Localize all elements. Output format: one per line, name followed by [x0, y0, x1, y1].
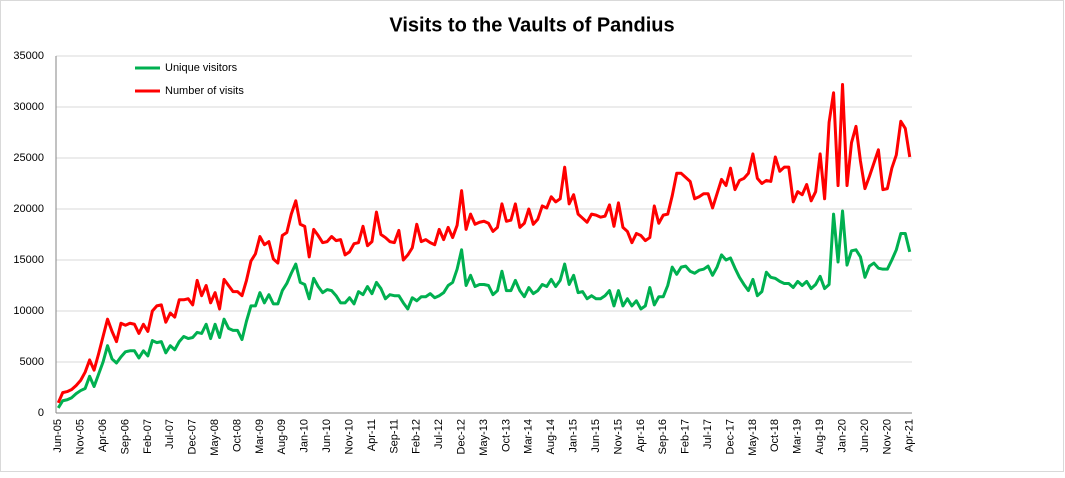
- legend-label: Number of visits: [165, 85, 244, 97]
- x-tick-label: Jun-05: [52, 419, 64, 453]
- y-tick-label: 25000: [13, 152, 44, 164]
- x-tick-label: Jun-20: [859, 419, 871, 453]
- x-tick-label: Aug-14: [545, 419, 557, 454]
- x-tick-label: Dec-12: [455, 419, 467, 454]
- x-tick-label: Apr-11: [366, 419, 378, 451]
- x-tick-label: Nov-10: [343, 419, 355, 454]
- x-tick-label: Jan-10: [299, 419, 311, 453]
- x-tick-label: Apr-06: [97, 419, 109, 452]
- x-tick-label: Jun-15: [590, 419, 602, 453]
- x-tick-label: Sep-11: [388, 419, 400, 454]
- x-tick-label: Jul-17: [702, 419, 714, 449]
- x-tick-label: Jun-10: [321, 419, 333, 453]
- x-tick-label: Feb-07: [142, 419, 154, 454]
- y-tick-label: 10000: [13, 305, 44, 317]
- x-tick-label: Nov-05: [75, 419, 87, 454]
- x-tick-label: Mar-14: [523, 419, 535, 454]
- y-tick-label: 15000: [13, 254, 44, 266]
- x-tick-label: May-08: [209, 419, 221, 456]
- x-tick-label: Sep-16: [657, 419, 669, 454]
- x-tick-label: Aug-09: [276, 419, 288, 454]
- x-tick-label: Feb-12: [411, 419, 423, 454]
- x-tick-label: Feb-17: [680, 419, 692, 454]
- x-tick-label: Aug-19: [814, 419, 826, 454]
- x-tick-label: Oct-08: [231, 419, 243, 452]
- series-line: [56, 209, 912, 409]
- x-tick-label: Jul-07: [164, 419, 176, 449]
- x-tick-label: Apr-16: [635, 419, 647, 452]
- y-tick-label: 0: [38, 407, 44, 419]
- x-tick-label: Oct-13: [500, 419, 512, 452]
- x-tick-label: Apr-21: [904, 419, 916, 452]
- x-tick-label: Dec-07: [187, 419, 199, 454]
- x-tick-label: Jul-12: [433, 419, 445, 449]
- y-tick-label: 35000: [13, 50, 44, 62]
- x-tick-label: Jan-20: [836, 419, 848, 453]
- x-tick-label: Nov-15: [612, 419, 624, 454]
- x-tick-label: Mar-19: [792, 419, 804, 454]
- x-tick-label: May-18: [747, 419, 759, 456]
- x-tick-label: Jan-15: [568, 419, 580, 453]
- y-tick-label: 5000: [20, 356, 44, 368]
- x-tick-label: May-13: [478, 419, 490, 456]
- x-tick-label: Oct-18: [769, 419, 781, 452]
- chart-title: Visits to the Vaults of Pandius: [389, 14, 674, 36]
- x-tick-label: Sep-06: [119, 419, 131, 454]
- series-line: [56, 83, 912, 404]
- legend-label: Unique visitors: [165, 62, 238, 74]
- x-tick-label: Mar-09: [254, 419, 266, 454]
- y-tick-label: 30000: [13, 101, 44, 113]
- y-tick-label: 20000: [13, 203, 44, 215]
- x-tick-label: Nov-20: [881, 419, 893, 454]
- x-tick-label: Dec-17: [724, 419, 736, 454]
